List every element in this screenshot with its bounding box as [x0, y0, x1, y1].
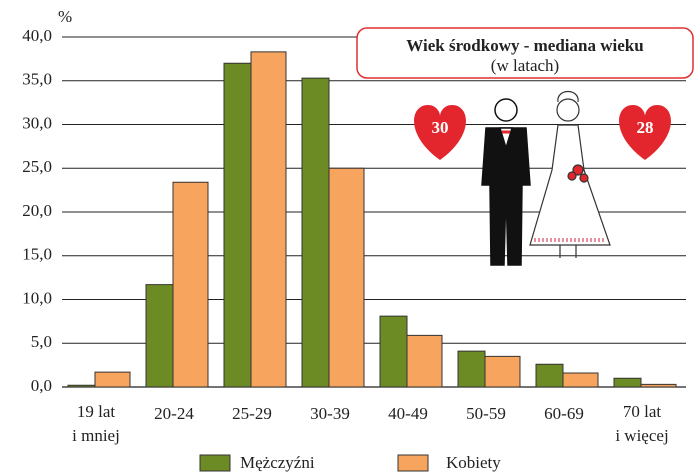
- bar: [536, 364, 563, 387]
- bar: [641, 384, 676, 387]
- y-tick-label: 20,0: [22, 201, 52, 220]
- bar: [251, 52, 286, 387]
- bar: [173, 182, 208, 387]
- y-tick-label: 35,0: [22, 70, 52, 89]
- x-tick-label: 50-59: [447, 402, 525, 426]
- y-tick-label: 25,0: [22, 157, 52, 176]
- bar: [485, 356, 520, 387]
- bar: [380, 316, 407, 387]
- legend-swatch: [398, 455, 428, 471]
- groom-figure: [482, 99, 530, 265]
- y-unit: %: [58, 7, 72, 26]
- x-tick-label: 70 lat i więcej: [603, 400, 681, 448]
- y-tick-label: 40,0: [22, 26, 52, 45]
- x-tick-label: 25-29: [213, 402, 291, 426]
- annotation-title: Wiek środkowy - mediana wieku: [406, 36, 643, 55]
- bar: [563, 373, 598, 387]
- bar: [458, 351, 485, 387]
- x-tick-label: 19 lat i mniej: [57, 400, 135, 448]
- legend-label: Mężczyźni: [240, 453, 315, 472]
- bar: [95, 372, 130, 387]
- women-median: 28: [637, 118, 654, 137]
- bar: [329, 168, 364, 387]
- y-tick-label: 15,0: [22, 245, 52, 264]
- legend-swatch: [200, 455, 230, 471]
- y-tick-label: 10,0: [22, 288, 52, 307]
- annotation-subtitle: (w latach): [491, 56, 559, 75]
- bar: [614, 378, 641, 387]
- bar: [407, 335, 442, 387]
- bride-figure: [530, 92, 610, 259]
- bar: [68, 385, 95, 387]
- bar: [146, 285, 173, 387]
- y-tick-label: 5,0: [31, 332, 52, 351]
- x-tick-label: 60-69: [525, 402, 603, 426]
- y-tick-label: 0,0: [31, 376, 52, 395]
- legend-label: Kobiety: [446, 453, 501, 472]
- men-median: 30: [432, 118, 449, 137]
- y-tick-label: 30,0: [22, 113, 52, 132]
- bar: [224, 63, 251, 387]
- x-tick-label: 20-24: [135, 402, 213, 426]
- page: % Wiek środkowy - mediana wieku (w latac…: [0, 0, 696, 475]
- bar: [302, 78, 329, 387]
- x-tick-label: 40-49: [369, 402, 447, 426]
- x-tick-label: 30-39: [291, 402, 369, 426]
